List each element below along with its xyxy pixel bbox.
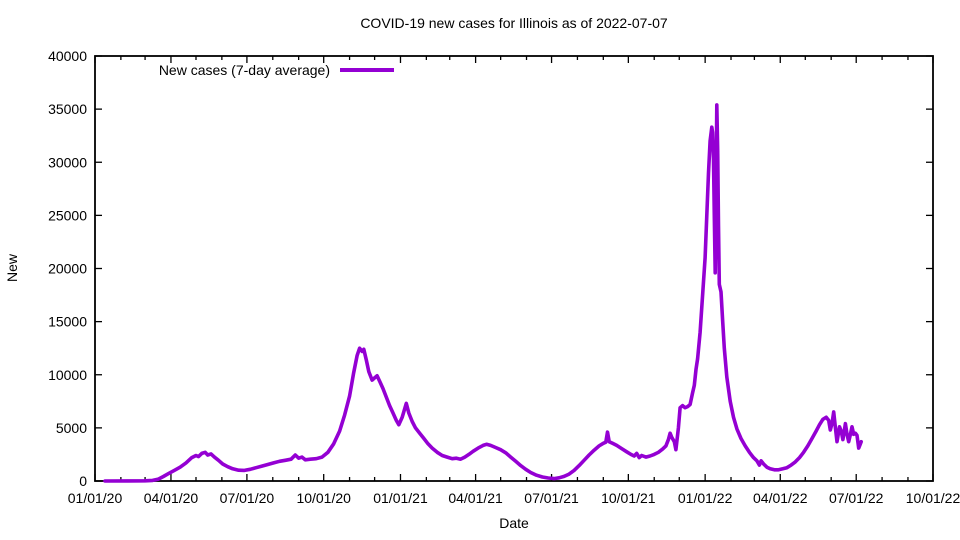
y-tick-label: 10000 (48, 367, 87, 383)
series-line (103, 103, 864, 483)
y-axis-tick-labels: 0 5000 10000 15000 20000 25000 30000 35000 40000 (48, 48, 87, 489)
y-tick-label: 40000 (48, 48, 87, 64)
y-tick-label: 35000 (48, 101, 87, 117)
x-tick-label: 07/01/21 (524, 490, 579, 506)
x-axis-ticks (94, 56, 934, 481)
y-tick-label: 15000 (48, 314, 87, 330)
x-tick-label: 10/01/20 (296, 490, 351, 506)
legend-label: New cases (7-day average) (159, 62, 330, 78)
chart-title: COVID-19 new cases for Illinois as of 20… (360, 15, 668, 31)
data-series (103, 103, 864, 483)
y-tick-label: 0 (79, 473, 87, 489)
x-axis-tick-labels: 01/01/20 04/01/20 07/01/20 10/01/20 01/01/21… (68, 490, 960, 506)
y-axis-ticks (95, 55, 933, 482)
x-tick-label: 01/01/22 (678, 490, 733, 506)
x-tick-label: 07/01/22 (829, 490, 884, 506)
y-tick-label: 25000 (48, 207, 87, 223)
x-axis-label: Date (499, 515, 529, 531)
y-tick-label: 30000 (48, 154, 87, 170)
x-tick-label: 01/01/21 (373, 490, 428, 506)
x-tick-label: 10/01/22 (906, 490, 960, 506)
y-tick-label: 5000 (56, 420, 87, 436)
y-axis-label: New (4, 253, 20, 282)
legend: New cases (7-day average) (159, 62, 394, 78)
y-tick-label: 20000 (48, 261, 87, 277)
x-tick-label: 04/01/22 (753, 490, 808, 506)
x-tick-label: 04/01/21 (448, 490, 503, 506)
x-tick-label: 10/01/21 (601, 490, 656, 506)
x-tick-label: 01/01/20 (68, 490, 123, 506)
x-tick-label: 04/01/20 (144, 490, 199, 506)
x-tick-label: 07/01/20 (220, 490, 275, 506)
